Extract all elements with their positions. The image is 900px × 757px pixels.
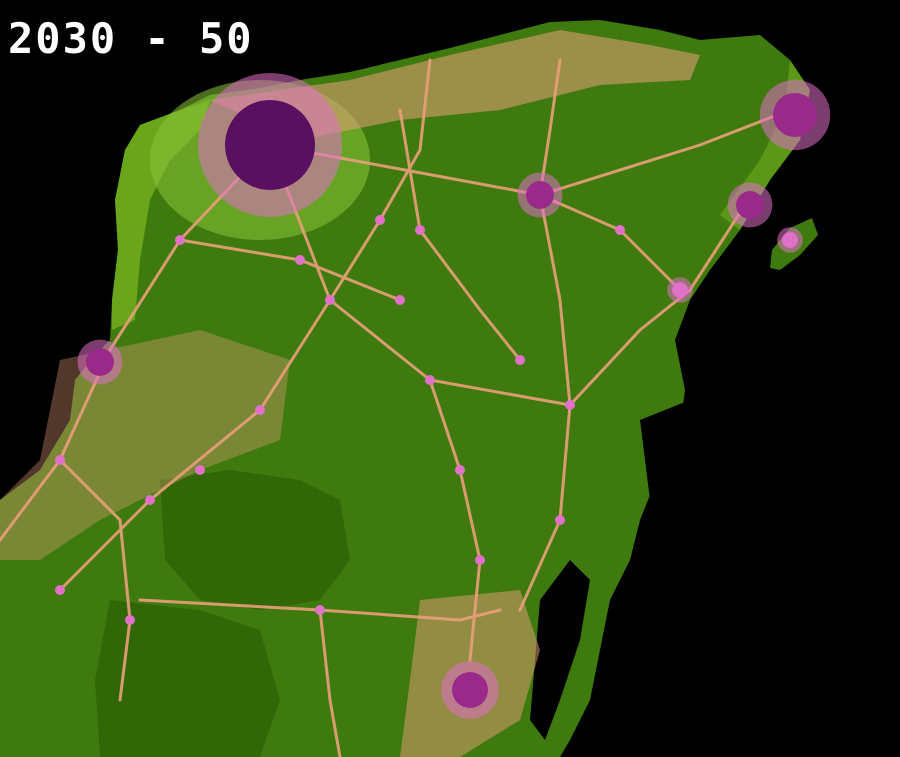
south-bay-water [530, 560, 590, 740]
tulum-area [672, 282, 688, 298]
cozumel-area [782, 232, 798, 248]
town-marker [515, 355, 525, 365]
road-line [268, 143, 572, 407]
town-marker [175, 235, 185, 245]
town-marker [415, 225, 425, 235]
town-marker [475, 555, 485, 565]
road-line [268, 108, 792, 197]
road-line [138, 598, 502, 622]
town-marker [125, 615, 135, 625]
town-marker [315, 605, 325, 615]
west-settlements [0, 330, 290, 560]
urban-areas [55, 73, 831, 719]
southwest-forest [95, 600, 280, 757]
town-marker [55, 585, 65, 595]
east-bay-water [640, 400, 700, 500]
merida-area [225, 100, 315, 190]
valladolid-area [526, 181, 554, 209]
town-marker [455, 465, 465, 475]
town-marker [295, 255, 305, 265]
town-marker [555, 515, 565, 525]
road-line [328, 58, 432, 302]
town-marker [615, 225, 625, 235]
chetumal-area [452, 672, 488, 708]
town-marker [565, 400, 575, 410]
campeche-area [86, 348, 114, 376]
town-marker [325, 295, 335, 305]
road-line [428, 378, 482, 662]
town-marker [145, 495, 155, 505]
interior-forest [160, 470, 350, 610]
town-marker [255, 405, 265, 415]
town-marker [395, 295, 405, 305]
town-marker [425, 375, 435, 385]
road-line [58, 298, 332, 592]
road-line [58, 458, 132, 702]
road-line [318, 608, 342, 757]
town-marker [55, 455, 65, 465]
west-coast-strip [112, 100, 210, 330]
period-label: 2030 - 50 [8, 14, 254, 63]
road-line [568, 203, 747, 407]
cancun-area [773, 93, 817, 137]
playa-area [736, 191, 764, 219]
town-marker [195, 465, 205, 475]
town-marker [375, 215, 385, 225]
